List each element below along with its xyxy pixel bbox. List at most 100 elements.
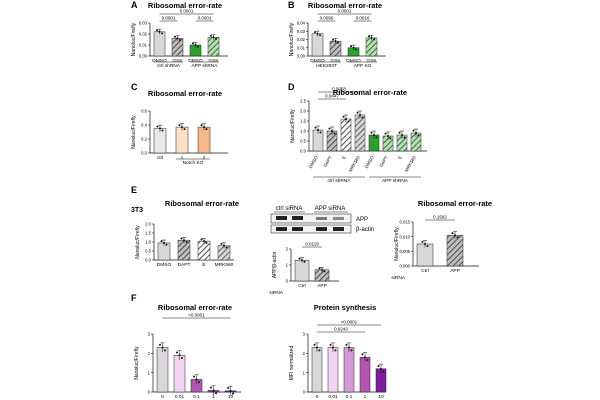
data-point (454, 234, 456, 237)
data-point (387, 135, 389, 137)
y-tick-label: 0.6 (141, 109, 147, 114)
x-tick-label: 0.01 (328, 394, 338, 400)
data-point (366, 358, 369, 361)
bar-tint (330, 41, 341, 56)
data-point (361, 116, 364, 119)
y-tick-label: 2 (148, 351, 151, 356)
data-point (200, 124, 203, 127)
y-tick-label: 2 (303, 351, 306, 356)
data-point (328, 127, 331, 130)
panel-letter: B (288, 0, 295, 10)
data-point (158, 30, 161, 33)
data-point (232, 392, 234, 395)
p-value: 0.0001 (162, 16, 176, 21)
data-point (183, 239, 185, 242)
y-tick-label: 0 (303, 390, 306, 395)
y-tick-label: 1.0 (300, 129, 306, 134)
x-tick-label: 10 (378, 394, 384, 400)
data-point (183, 128, 186, 131)
group-label: ctrl shRNA (328, 178, 352, 184)
data-point (303, 260, 306, 263)
data-point (417, 134, 420, 137)
y-tick-label: 0.0 (145, 258, 151, 263)
y-tick-label: 0.01 (297, 45, 306, 50)
data-point (181, 126, 183, 129)
data-point (421, 240, 424, 243)
y-axis-label: Nanoluc/Firefly (394, 227, 400, 261)
data-point (356, 111, 359, 114)
x-tick-label: MRK560 (404, 155, 417, 173)
bar (153, 31, 166, 57)
data-point (377, 365, 380, 368)
y-axis-label: Nanoluc/Firefly (135, 225, 141, 259)
y-axis-label: Nanoluc/Firefly (131, 115, 137, 149)
data-point (412, 129, 415, 132)
data-point (337, 41, 339, 44)
x-tick-label: DAPT (323, 155, 333, 168)
y-axis-label: Nanoluc/Firefly (131, 22, 137, 56)
y-tick-label: 2.0 (300, 109, 306, 114)
data-point (359, 114, 361, 116)
y-tick-label: 1.5 (145, 231, 151, 236)
data-point (159, 343, 161, 346)
bar-tint (355, 115, 365, 151)
p-value: 0.0119 (305, 242, 319, 247)
y-tick-label: 0.4 (141, 123, 147, 128)
p-value: 0.0058 (332, 87, 346, 92)
chart-title: Ribosomal error-rate (158, 303, 232, 312)
bar-tint (208, 37, 219, 56)
group-label: ctrl shRNA (157, 63, 181, 69)
bar (340, 118, 352, 152)
x-tick-label: DMSO (188, 58, 203, 64)
data-point (451, 232, 454, 235)
data-point (205, 128, 208, 131)
x-tick-label: DMSO (310, 58, 325, 64)
bar-tint (366, 37, 377, 56)
group-label: APP shRNA (191, 63, 218, 69)
x-tick-label: 0.01 (175, 394, 185, 400)
x-tick-label: 0 (161, 394, 164, 400)
x-tick-label: Ctrl (421, 268, 428, 274)
data-point (342, 115, 345, 118)
data-point (415, 132, 417, 134)
data-point (334, 349, 337, 352)
x-tick-label: DMSO (157, 262, 172, 268)
chart-title: Ribosomal error-rate (148, 1, 222, 10)
data-point (332, 38, 334, 41)
data-point (403, 136, 406, 139)
data-point (174, 35, 176, 38)
data-point (178, 354, 181, 357)
x-tick-label: 2 (203, 155, 206, 161)
data-point (185, 240, 188, 243)
p-value: 0.0016 (356, 16, 370, 21)
p-value: 0.0001 (180, 9, 194, 14)
data-point (176, 351, 178, 354)
y-tick-label: 0.0 (300, 149, 306, 154)
blot-app-label: APP (356, 217, 368, 223)
data-point (382, 370, 385, 373)
data-point (197, 45, 199, 48)
data-point (401, 134, 403, 136)
y-tick-label: 0.015 (400, 220, 411, 225)
p-value: <0.0001 (341, 320, 358, 325)
data-point (424, 243, 426, 245)
x-tick-label: DMSO (364, 155, 375, 170)
data-point (203, 240, 205, 243)
data-point (370, 131, 373, 134)
data-point (375, 136, 378, 139)
y-tick-label: 0.2 (141, 137, 147, 142)
data-point (348, 346, 350, 349)
data-point (334, 40, 337, 43)
data-point (212, 36, 215, 39)
panel-6: APP/β-actin 0 1 2 Ctrl APP siRNA 0.0119 (269, 242, 339, 296)
chart-title: Ribosomal error-rate (333, 88, 407, 97)
bar (153, 128, 167, 154)
data-point (161, 32, 163, 35)
data-point (220, 242, 223, 245)
blot-app-band-strip (270, 213, 352, 224)
data-point (215, 37, 217, 40)
x-tick-label: DMSO (152, 58, 167, 64)
y-tick-label: 0.00 (139, 54, 148, 59)
data-point (361, 353, 364, 356)
group-label: APP KO (354, 63, 372, 69)
